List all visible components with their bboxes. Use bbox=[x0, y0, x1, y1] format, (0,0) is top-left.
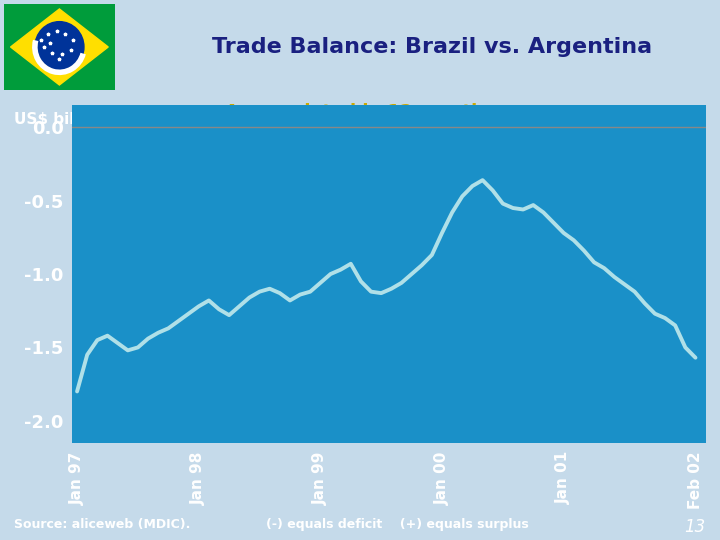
Text: Trade Balance: Brazil vs. Argentina: Trade Balance: Brazil vs. Argentina bbox=[212, 37, 652, 57]
Text: 13: 13 bbox=[684, 517, 706, 536]
Text: Accumulated in 12 months: Accumulated in 12 months bbox=[225, 104, 495, 122]
Polygon shape bbox=[11, 9, 108, 85]
Circle shape bbox=[35, 22, 84, 72]
Text: Source: aliceweb (MDIC).: Source: aliceweb (MDIC). bbox=[14, 518, 191, 531]
Text: (-) equals deficit    (+) equals surplus: (-) equals deficit (+) equals surplus bbox=[266, 518, 529, 531]
Text: US$ billion: US$ billion bbox=[14, 112, 107, 127]
